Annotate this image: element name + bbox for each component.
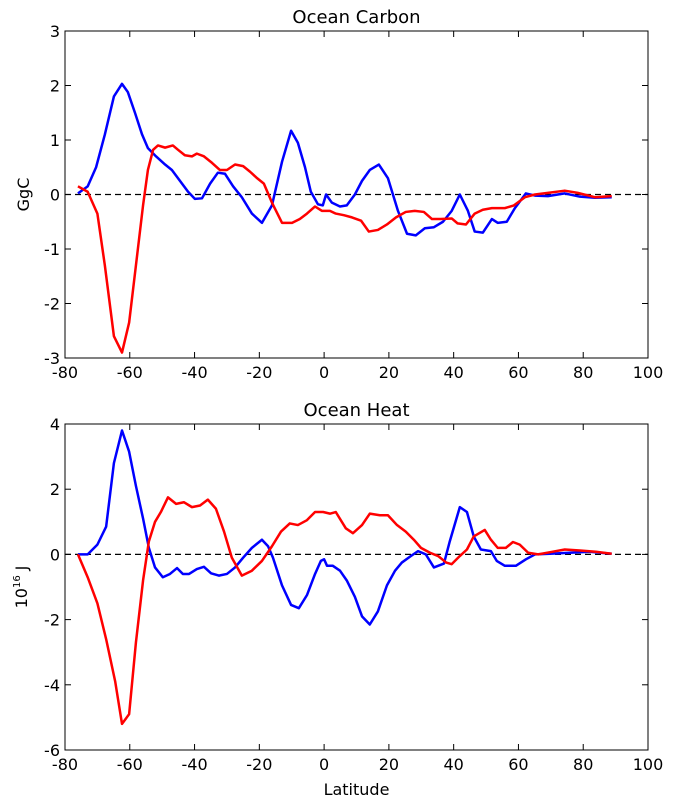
x-tick-label: -20	[246, 363, 272, 382]
y-axis-label: 1016 J	[12, 566, 31, 609]
y-tick-label: -3	[44, 349, 60, 368]
x-tick-label: 100	[633, 755, 664, 774]
x-tick-label: -80	[52, 363, 78, 382]
x-tick-label: 60	[508, 755, 528, 774]
data-line	[77, 144, 612, 354]
chart-title: Ocean Carbon	[292, 7, 420, 28]
data-line	[76, 496, 612, 726]
x-tick-label: 60	[508, 363, 528, 382]
x-tick-label: 0	[319, 755, 329, 774]
x-tick-label: -40	[181, 363, 207, 382]
x-tick-label: 40	[443, 755, 463, 774]
chart-title: Ocean Heat	[304, 400, 410, 421]
label-exponent: 16	[12, 575, 23, 588]
label-unit: J	[12, 566, 31, 572]
x-tick-label: -60	[117, 363, 143, 382]
y-axis-label: GgC	[14, 178, 33, 212]
y-tick-label: -1	[44, 240, 60, 259]
y-tick-label: -2	[44, 295, 60, 314]
x-tick-label: -60	[117, 755, 143, 774]
y-tick-label: 3	[50, 22, 60, 41]
y-tick-label: 2	[50, 480, 60, 499]
y-tick-label: -4	[44, 676, 60, 695]
x-axis-label: Latitude	[324, 780, 390, 799]
x-tick-label: 20	[379, 755, 399, 774]
x-tick-label: 100	[633, 363, 664, 382]
y-tick-label: 0	[50, 545, 60, 564]
data-line	[77, 429, 612, 626]
plot-frame	[64, 423, 649, 751]
y-tick-label: 0	[50, 186, 60, 205]
x-tick-label: 40	[443, 363, 463, 382]
x-tick-label: -40	[181, 755, 207, 774]
label-base: 10	[12, 588, 31, 608]
y-tick-label: -6	[44, 741, 60, 760]
y-tick-label: -2	[44, 611, 60, 630]
x-tick-label: 80	[573, 755, 593, 774]
x-tick-label: 0	[319, 363, 329, 382]
y-tick-label: 1	[50, 131, 60, 150]
x-tick-label: -20	[246, 755, 272, 774]
data-line	[77, 82, 612, 237]
x-tick-label: -80	[52, 755, 78, 774]
x-tick-label: 80	[573, 363, 593, 382]
y-tick-label: 4	[50, 415, 60, 434]
y-tick-label: 2	[50, 77, 60, 96]
x-tick-label: 20	[379, 363, 399, 382]
